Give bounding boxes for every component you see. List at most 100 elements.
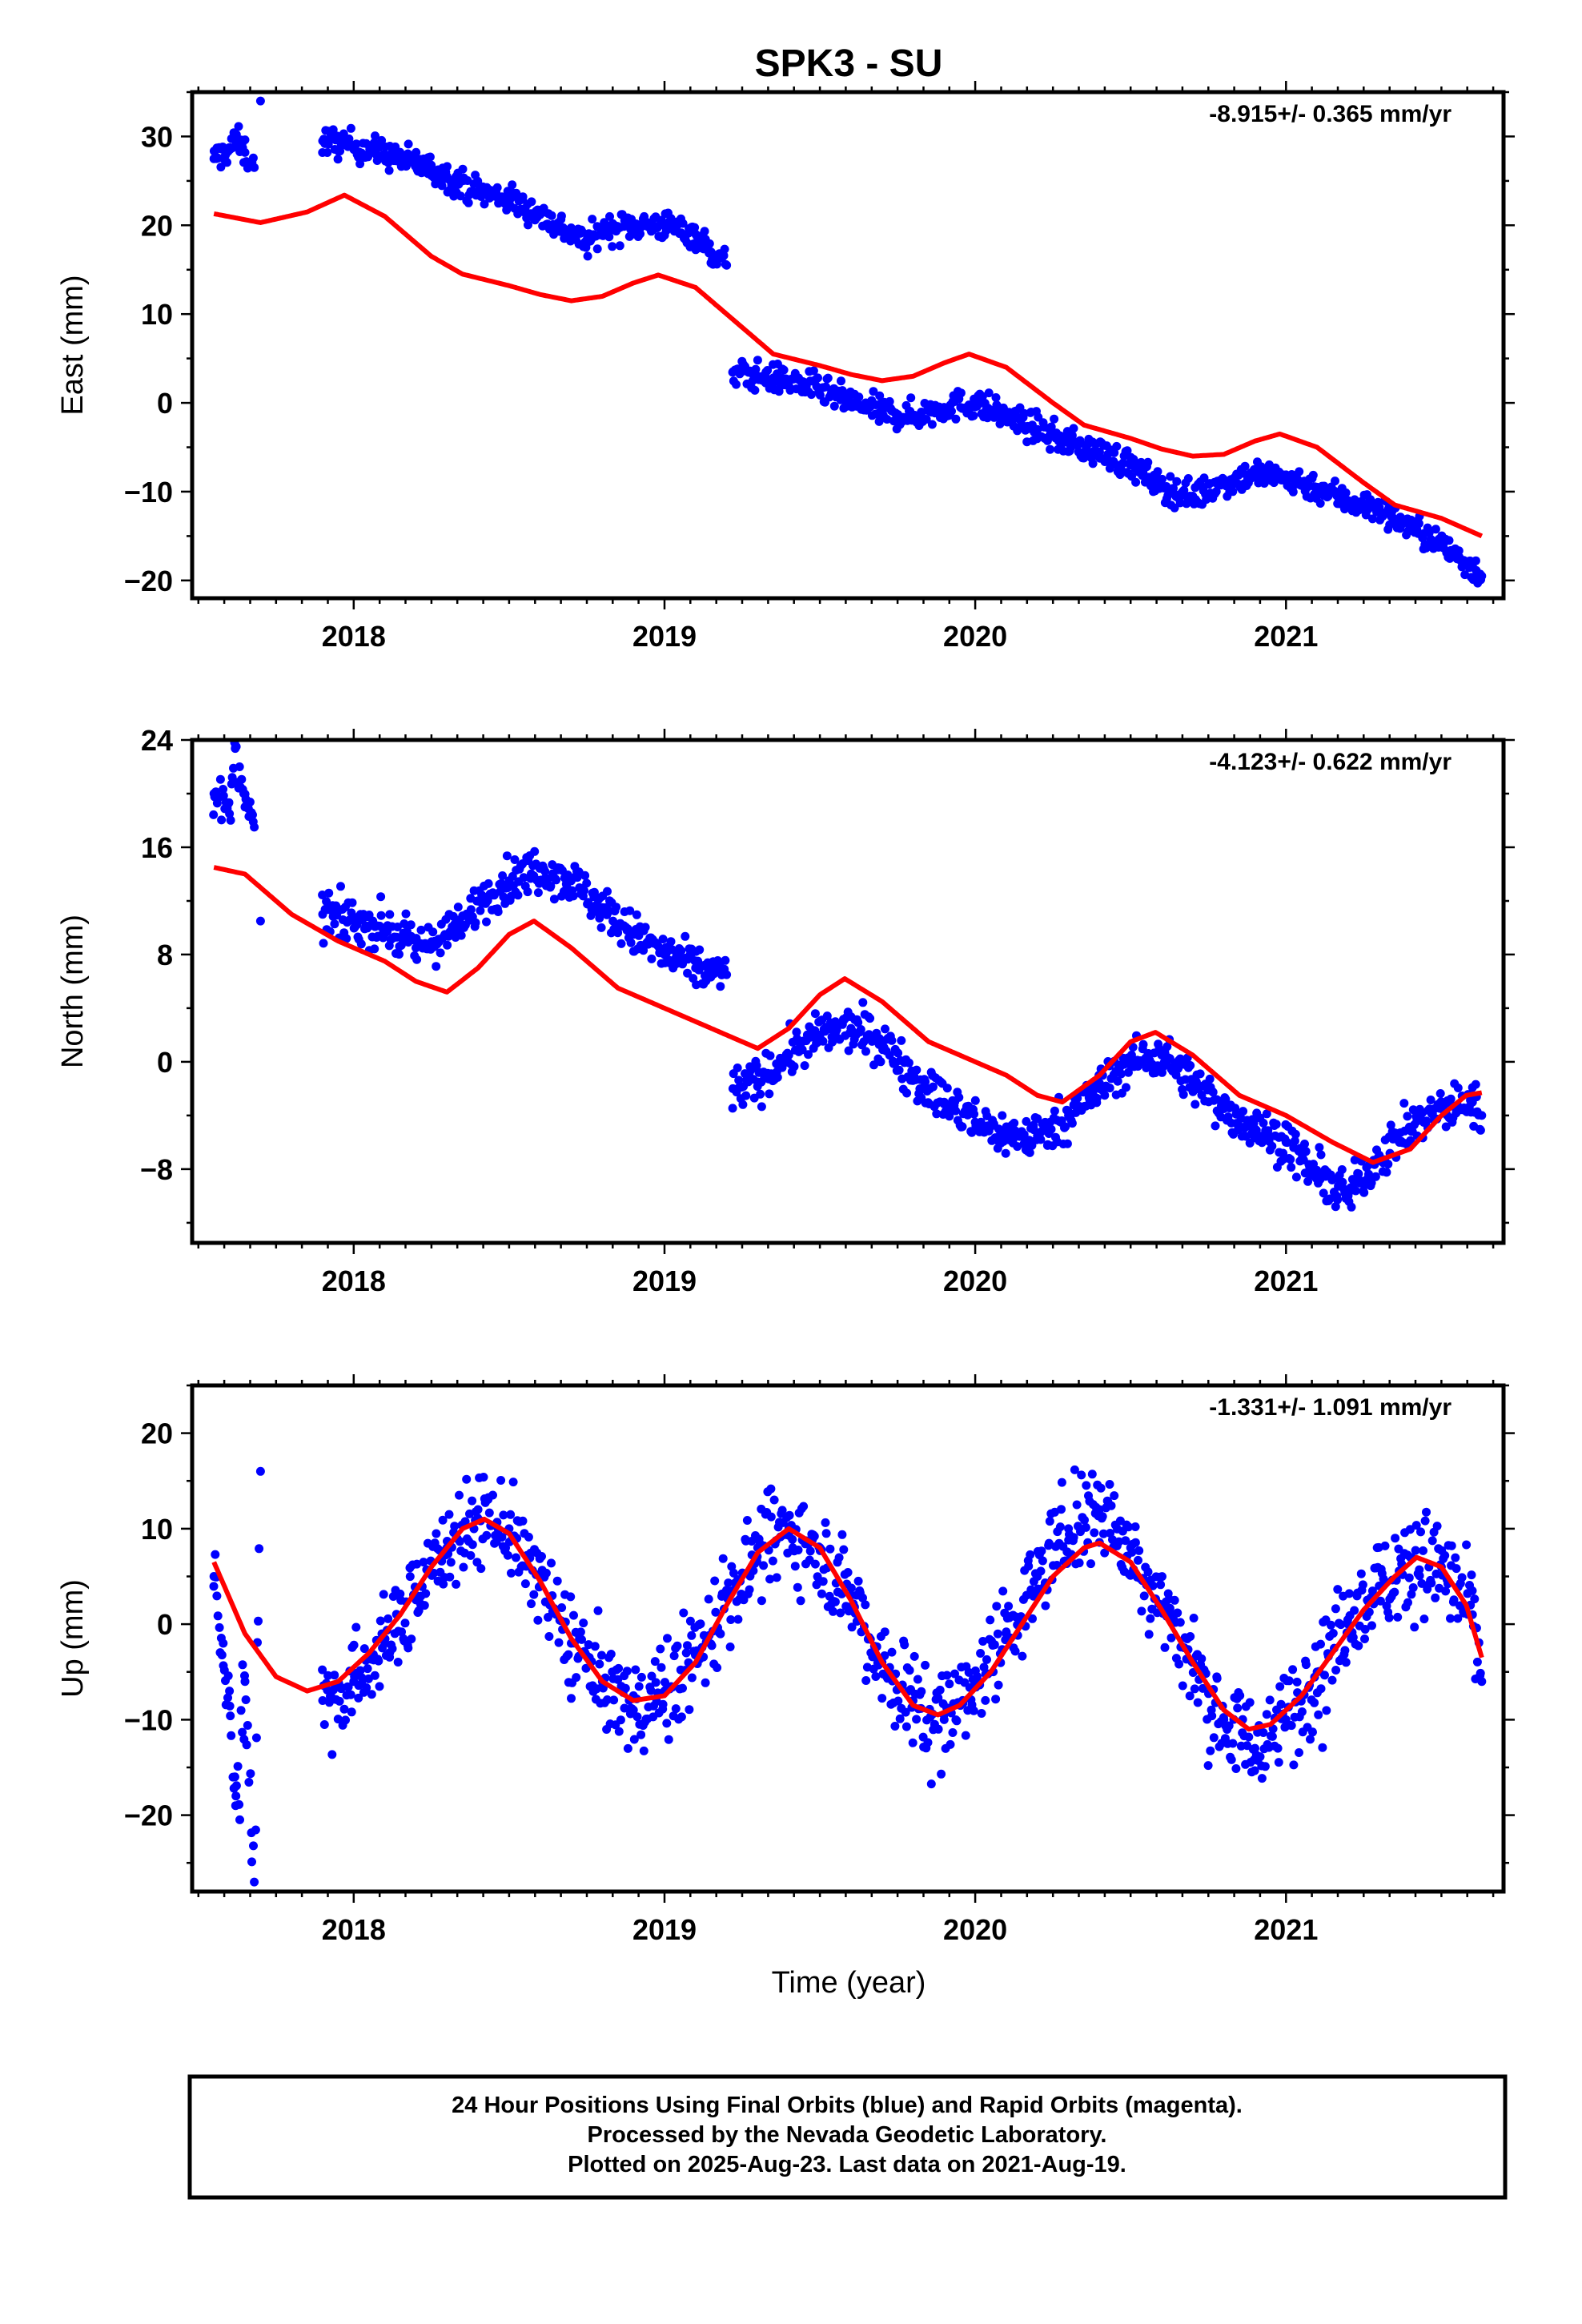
up-data-point [1170,1595,1179,1605]
up-data-point [1127,1547,1137,1557]
east-data-point [750,385,760,395]
north-data-point [887,1035,897,1045]
up-data-point [231,1791,241,1801]
north-data-point [1382,1168,1391,1177]
east-data-point [458,164,468,174]
up-data-point [383,1614,393,1623]
north-data-point [237,774,247,784]
north-data-point [897,1035,906,1045]
up-data-point [508,1478,518,1487]
north-data-point [245,798,255,806]
north-data-point [533,888,543,898]
up-data-point [569,1610,578,1620]
north-data-point [1290,1136,1299,1146]
up-data-point [455,1490,464,1500]
north-data-point [513,891,523,900]
north-data-point [1001,1148,1010,1158]
up-data-point [507,1568,516,1578]
east-data-point [1170,503,1179,513]
up-data-point [241,1695,251,1704]
north-data-point [876,1057,885,1067]
east-data-point [248,153,258,163]
up-data-point [346,1690,355,1699]
up-data-point [1384,1613,1394,1622]
up-data-point [836,1608,845,1618]
up-data-point [438,1515,448,1525]
north-data-point [1025,1148,1034,1157]
up-data-point [405,1572,415,1582]
up-data-point [572,1673,581,1683]
up-data-point [1427,1536,1437,1546]
up-data-point [821,1518,830,1527]
up-data-point [1096,1483,1106,1493]
north-data-point [741,1091,751,1100]
north-data-point [603,887,612,896]
up-data-point [1197,1654,1207,1663]
up-data-point [520,1579,530,1589]
up-data-point [964,1667,974,1677]
east-data-point [720,244,729,254]
north-data-point [893,1048,903,1058]
east-data-point [947,407,956,416]
north-data-point [476,906,485,915]
up-data-point [1077,1470,1086,1480]
up-data-point [1044,1538,1054,1548]
north-model-curve [213,865,1483,1165]
up-data-point [639,1746,648,1755]
up-data-point [496,1476,506,1485]
east-data-point [713,259,721,269]
up-data-point [1018,1651,1027,1661]
up-data-point [1416,1527,1425,1537]
up-data-point [1292,1677,1302,1687]
up-data-point [1289,1760,1299,1770]
up-data-point [1318,1743,1327,1752]
north-data-point [658,935,668,944]
up-data-point [407,1634,416,1644]
up-data-point [250,1877,259,1887]
footer-line-1: 24 Hour Positions Using Final Orbits (bl… [452,2093,1243,2118]
up-data-point [537,1552,546,1561]
north-data-point [1333,1195,1343,1204]
up-data-point [620,1703,629,1713]
north-data-points [209,740,1487,1212]
east-data-point [524,220,532,230]
up-data-point [1175,1618,1185,1627]
east-data-point [678,219,688,228]
north-data-point [589,887,599,897]
up-data-point [249,1841,258,1851]
north-data-point [792,1027,801,1037]
up-data-point [518,1516,528,1526]
up-x-tick-label: 2018 [322,1913,386,1946]
north-data-point [1036,1135,1046,1144]
north-data-point [844,1046,853,1055]
up-data-point [1333,1585,1343,1594]
up-data-point [213,1611,223,1621]
east-data-point [921,415,931,424]
up-data-point [890,1722,900,1731]
up-data-point [817,1589,826,1598]
up-data-point [335,1696,344,1706]
up-data-point [1098,1512,1107,1522]
up-plot-frame [190,1383,1506,1894]
up-data-point [370,1671,379,1680]
north-data-point [677,946,686,955]
up-x-tick-label: 2019 [632,1913,697,1946]
up-data-point [969,1706,978,1715]
up-data-point [646,1686,656,1695]
up-data-point [636,1672,646,1682]
east-y-tick-label: 20 [141,209,173,242]
up-data-point [590,1642,600,1651]
up-data-point [858,1593,867,1602]
up-model-curve [211,1516,1484,1732]
up-data-point [961,1731,970,1740]
north-data-point [376,911,386,920]
up-data-point [1326,1620,1335,1630]
up-data-point [251,1733,261,1743]
east-x-tick-label: 2018 [322,620,386,653]
up-data-point [805,1546,815,1556]
up-data-point [733,1614,743,1624]
up-data-point [905,1666,914,1675]
north-data-point [482,917,491,927]
east-data-point [1088,459,1098,468]
up-data-point [1267,1731,1277,1741]
